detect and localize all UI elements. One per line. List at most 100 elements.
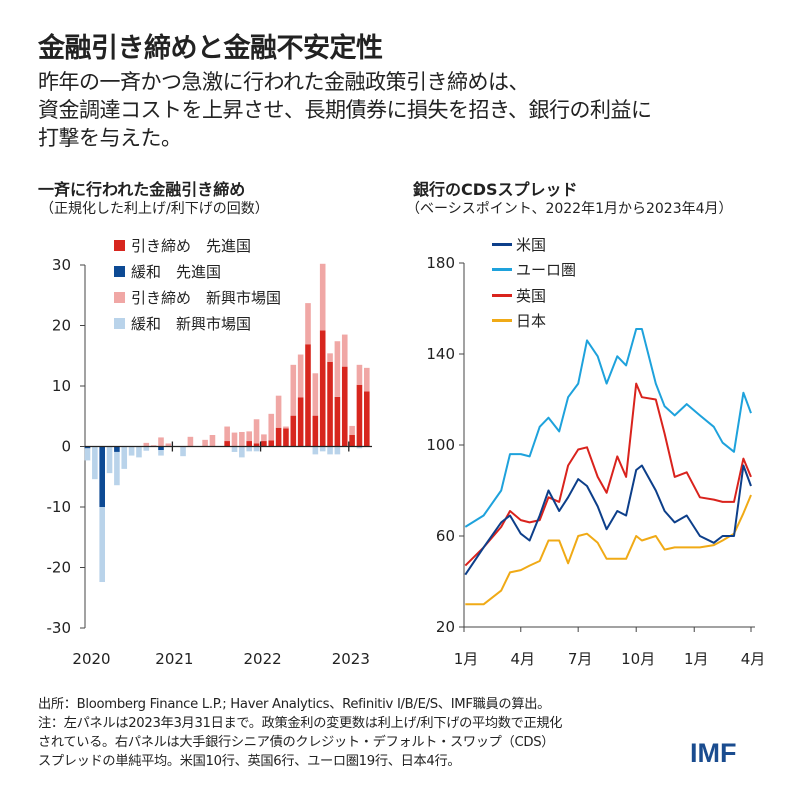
bar <box>305 344 311 447</box>
bar <box>327 361 333 447</box>
bar <box>165 443 172 447</box>
bar <box>319 330 326 447</box>
y-tick-label: -20 <box>47 559 72 577</box>
series-line-0 <box>464 464 752 576</box>
legend-swatch <box>114 266 125 277</box>
y-tick-label: 100 <box>426 436 455 454</box>
x-tick-label: 1月 <box>684 650 709 668</box>
right-chart-subtitle: （ベーシスポイント、2022年1月から2023年4月） <box>406 201 733 217</box>
footnote-line: されている。右パネルは大手銀行シニア債のクレジット・デフォルト・スワップ（CDS… <box>38 735 555 750</box>
footnote-line: 注：左パネルは2023年3月31日まで。政策金利の変更数は利上げ/利下げの平均数… <box>38 716 563 731</box>
bar <box>356 446 363 449</box>
page-title: 金融引き締めと金融不安定性 <box>38 33 383 64</box>
bar <box>136 446 142 458</box>
bar <box>246 441 252 447</box>
bar <box>253 443 260 447</box>
subtitle-line: 資金調達コストを上昇させ、長期債券に損失を招き、銀行の利益に <box>38 98 652 122</box>
bar <box>202 439 208 447</box>
y-tick-label: 0 <box>61 438 71 456</box>
y-tick-label: 180 <box>426 254 455 272</box>
legend-item: ユーロ圏 <box>492 259 576 280</box>
legend-swatch <box>114 240 125 251</box>
left-chart-title: 一斉に行われた金融引き締め <box>38 180 246 199</box>
bar <box>305 303 311 345</box>
footnote-line: スプレッドの単純平均。米国10行、英国6行、ユーロ圏19行、日本4行。 <box>38 754 461 769</box>
bar <box>364 367 370 392</box>
bar <box>364 391 370 447</box>
bar <box>158 450 164 456</box>
bar <box>297 354 304 398</box>
bar <box>275 427 282 447</box>
bar <box>84 446 91 449</box>
legend-label: ユーロ圏 <box>516 261 577 279</box>
legend-line <box>492 294 512 297</box>
bar <box>290 364 297 416</box>
bar <box>187 436 194 447</box>
bar <box>275 395 282 428</box>
bar <box>334 446 341 455</box>
x-tick-label: 10月 <box>621 650 655 668</box>
subtitle-line: 昨年の一斉かつ急激に行われた金融政策引き締めは、 <box>38 70 529 94</box>
imf-logo: IMF <box>690 738 737 768</box>
legend-item: 緩和 先進国 <box>114 261 221 282</box>
bar <box>143 446 150 451</box>
y-tick-label: 20 <box>436 618 455 636</box>
bar <box>253 419 260 444</box>
bar <box>327 353 333 362</box>
bar <box>283 426 289 429</box>
legend-line <box>492 268 512 271</box>
x-tick-label: 2023 <box>332 650 370 668</box>
series-line-1 <box>464 328 752 528</box>
legend-label: 引き締め 新興市場国 <box>131 289 282 307</box>
bar <box>231 446 238 452</box>
bar <box>239 431 245 447</box>
bar <box>114 446 120 452</box>
bar <box>261 441 267 447</box>
legend-label: 緩和 先進国 <box>131 263 222 281</box>
y-tick-label: 60 <box>436 527 455 545</box>
bar <box>158 437 164 447</box>
bar <box>99 507 105 583</box>
legend-item: 米国 <box>492 234 546 255</box>
bar <box>143 442 150 447</box>
bar <box>341 366 348 447</box>
x-tick-label: 2021 <box>155 650 193 668</box>
bar <box>99 446 105 507</box>
bar <box>114 451 120 486</box>
bar <box>84 448 91 461</box>
legend-swatch <box>114 292 125 303</box>
legend-label: 緩和 新興市場国 <box>131 315 252 333</box>
x-tick-label: 2022 <box>243 650 281 668</box>
bar <box>246 446 252 452</box>
x-tick-label: 4月 <box>741 650 766 668</box>
footnote-line: 出所：Bloomberg Finance L.P.; Haver Analyti… <box>38 697 550 712</box>
legend-item: 英国 <box>492 285 546 306</box>
bar <box>128 446 135 456</box>
subtitle-line: 打撃を与えた。 <box>38 126 182 150</box>
bar <box>253 446 260 452</box>
legend-item: 引き締め 新興市場国 <box>114 287 281 308</box>
legend-line <box>492 243 512 246</box>
legend-label: 日本 <box>516 312 547 330</box>
bar <box>319 446 326 452</box>
bar <box>246 431 252 442</box>
series-line-3 <box>465 494 752 606</box>
y-tick-label: 10 <box>52 377 71 395</box>
bar <box>261 434 267 442</box>
bar <box>158 446 164 451</box>
bar <box>334 341 341 397</box>
bar <box>231 432 238 447</box>
x-tick-label: 4月 <box>510 650 535 668</box>
bar <box>334 396 341 447</box>
bar <box>92 446 98 480</box>
bar <box>106 446 113 474</box>
y-tick-label: 20 <box>52 317 71 335</box>
bar <box>327 446 333 455</box>
left-chart-subtitle: （正規化した利上げ/利下げの回数） <box>40 201 269 217</box>
bar <box>180 446 186 457</box>
y-tick-label: -30 <box>47 619 72 637</box>
right-chart-title: 銀行のCDSスプレッド <box>413 180 578 199</box>
y-tick-label: 30 <box>52 256 71 274</box>
bar <box>121 446 128 469</box>
bar <box>356 384 363 447</box>
